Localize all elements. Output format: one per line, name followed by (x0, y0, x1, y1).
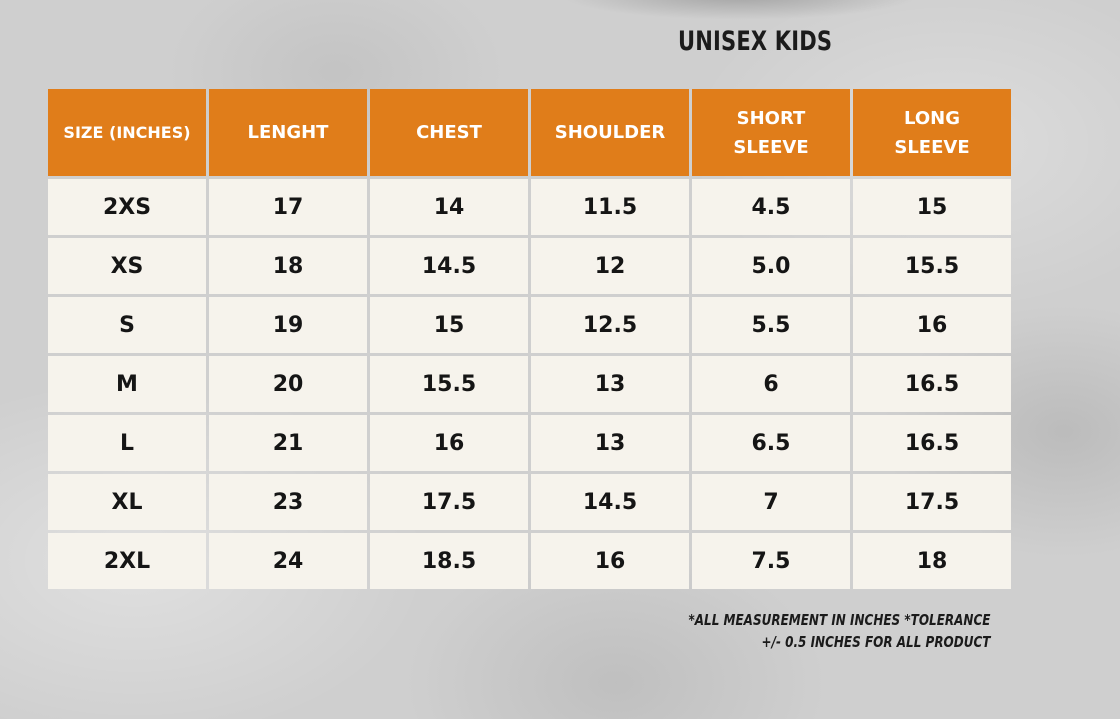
table-body: 2XS 17 14 11.5 4.5 15 XS 18 14.5 12 5.0 … (48, 179, 1011, 589)
cell-chest: 15 (370, 297, 528, 353)
cell-chest: 17.5 (370, 474, 528, 530)
cell-size: XS (48, 238, 206, 294)
cell-short-sleeve: 7 (692, 474, 850, 530)
cell-short-sleeve: 4.5 (692, 179, 850, 235)
header-shoulder: SHOULDER (531, 89, 689, 176)
cell-shoulder: 13 (531, 356, 689, 412)
cell-length: 19 (209, 297, 367, 353)
header-long-sleeve: LONG SLEEVE (853, 89, 1011, 176)
cell-chest: 18.5 (370, 533, 528, 589)
table-row: M 20 15.5 13 6 16.5 (48, 356, 1011, 412)
cell-chest: 16 (370, 415, 528, 471)
cell-size: M (48, 356, 206, 412)
cell-shoulder: 12 (531, 238, 689, 294)
header-row: SIZE (INCHES) LENGHT CHEST SHOULDER SHOR… (48, 89, 1011, 176)
size-chart-table: SIZE (INCHES) LENGHT CHEST SHOULDER SHOR… (45, 86, 1014, 592)
table-row: 2XS 17 14 11.5 4.5 15 (48, 179, 1011, 235)
cell-length: 18 (209, 238, 367, 294)
cell-size: XL (48, 474, 206, 530)
header-chest: CHEST (370, 89, 528, 176)
cell-long-sleeve: 16.5 (853, 415, 1011, 471)
cell-length: 23 (209, 474, 367, 530)
table-header: SIZE (INCHES) LENGHT CHEST SHOULDER SHOR… (48, 89, 1011, 176)
cell-size: 2XL (48, 533, 206, 589)
cell-length: 17 (209, 179, 367, 235)
header-short-sleeve: SHORT SLEEVE (692, 89, 850, 176)
page-title: UNISEX KIDS (678, 26, 833, 57)
cell-size: L (48, 415, 206, 471)
cell-length: 20 (209, 356, 367, 412)
cell-chest: 14.5 (370, 238, 528, 294)
cell-length: 21 (209, 415, 367, 471)
cell-short-sleeve: 7.5 (692, 533, 850, 589)
cell-length: 24 (209, 533, 367, 589)
table-row: S 19 15 12.5 5.5 16 (48, 297, 1011, 353)
top-shadow-decoration (560, 0, 920, 20)
note-line-1: *ALL MEASUREMENT IN INCHES *TOLERANCE (688, 611, 990, 629)
cell-chest: 14 (370, 179, 528, 235)
cell-short-sleeve: 6 (692, 356, 850, 412)
cell-chest: 15.5 (370, 356, 528, 412)
note-line-2: +/- 0.5 INCHES FOR ALL PRODUCT (761, 633, 990, 651)
cell-shoulder: 12.5 (531, 297, 689, 353)
cell-short-sleeve: 6.5 (692, 415, 850, 471)
cell-size: 2XS (48, 179, 206, 235)
measurement-note: *ALL MEASUREMENT IN INCHES *TOLERANCE +/… (688, 609, 990, 653)
cell-size: S (48, 297, 206, 353)
table-row: XL 23 17.5 14.5 7 17.5 (48, 474, 1011, 530)
cell-long-sleeve: 18 (853, 533, 1011, 589)
cell-shoulder: 16 (531, 533, 689, 589)
cell-shoulder: 11.5 (531, 179, 689, 235)
cell-long-sleeve: 15 (853, 179, 1011, 235)
table-row: 2XL 24 18.5 16 7.5 18 (48, 533, 1011, 589)
cell-short-sleeve: 5.0 (692, 238, 850, 294)
table-row: L 21 16 13 6.5 16.5 (48, 415, 1011, 471)
cell-long-sleeve: 15.5 (853, 238, 1011, 294)
cell-long-sleeve: 16 (853, 297, 1011, 353)
table-row: XS 18 14.5 12 5.0 15.5 (48, 238, 1011, 294)
header-length: LENGHT (209, 89, 367, 176)
cell-short-sleeve: 5.5 (692, 297, 850, 353)
cell-long-sleeve: 17.5 (853, 474, 1011, 530)
header-size: SIZE (INCHES) (48, 89, 206, 176)
cell-long-sleeve: 16.5 (853, 356, 1011, 412)
cell-shoulder: 14.5 (531, 474, 689, 530)
cell-shoulder: 13 (531, 415, 689, 471)
